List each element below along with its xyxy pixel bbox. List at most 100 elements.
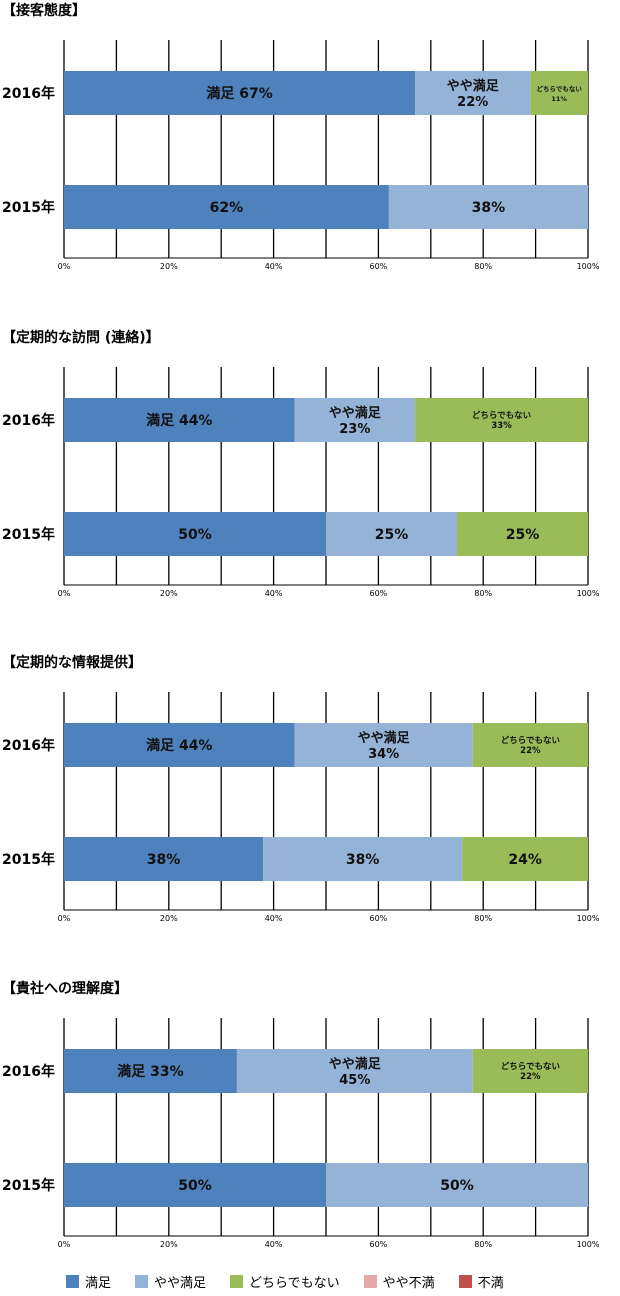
bar-segment <box>64 723 295 767</box>
x-tick-label: 100% <box>577 262 600 271</box>
chart-title: 【定期的な訪問 (連絡)】 <box>2 330 160 346</box>
legend-item: 不満 <box>458 1272 504 1291</box>
legend-label: どちらでもない <box>249 1275 340 1291</box>
data-label: 33% <box>491 421 512 431</box>
x-tick-label: 40% <box>265 914 283 923</box>
category-label: 2016年 <box>2 737 55 754</box>
legend-item: どちらでもない <box>230 1272 340 1291</box>
x-tick-label: 20% <box>160 914 178 923</box>
data-label: 50% <box>178 1178 212 1194</box>
x-tick-label: 80% <box>474 914 492 923</box>
chart-panel: 【定期的な情報提供】 0% 20% 40% 60% 80% 100% 2016年 満足 44% や… <box>0 652 620 942</box>
data-label: 50% <box>440 1178 474 1194</box>
chart-title: 【貴社への理解度】 <box>2 981 128 997</box>
chart-panel: 【定期的な訪問 (連絡)】 0% 20% 40% 60% 80% 100% 2016年 満足 4… <box>0 327 620 617</box>
category-label: 2016年 <box>2 412 55 429</box>
data-label: 満足 44% <box>146 412 212 429</box>
category-label: 2015年 <box>2 526 55 543</box>
legend-item: やや不満 <box>363 1272 435 1291</box>
bar-segment <box>415 398 588 442</box>
legend-swatch <box>458 1274 472 1288</box>
x-tick-label: 0% <box>58 914 71 923</box>
data-label: 22% <box>520 1072 541 1082</box>
data-label: 34% <box>368 747 399 762</box>
category-label: 2015年 <box>2 199 55 216</box>
bar-segment <box>472 723 588 767</box>
x-tick-label: 0% <box>58 589 71 598</box>
data-label: やや満足 <box>358 730 411 746</box>
legend-label: やや不満 <box>382 1275 435 1291</box>
bar-segment <box>263 837 463 881</box>
legend: 満足 やや満足 どちらでもない やや不満 不満 <box>66 1271 504 1291</box>
x-tick-label: 80% <box>474 589 492 598</box>
x-tick-label: 0% <box>58 262 71 271</box>
category-label: 2016年 <box>2 1063 55 1080</box>
bar-segment <box>472 1049 588 1093</box>
data-label: どちらでもない <box>501 735 560 746</box>
legend-swatch <box>230 1274 244 1288</box>
bar-segment <box>64 185 389 229</box>
bar-segment <box>64 512 326 556</box>
legend-swatch <box>135 1274 149 1288</box>
bar-segment <box>64 71 416 115</box>
data-label: やや満足 <box>329 1056 382 1072</box>
data-label: 満足 33% <box>117 1063 183 1080</box>
legend-label: 満足 <box>85 1275 112 1291</box>
bar-segment <box>236 1049 473 1093</box>
chart-title: 【接客態度】 <box>2 3 86 19</box>
legend-item: 満足 <box>66 1272 111 1291</box>
x-tick-label: 20% <box>160 589 178 598</box>
x-tick-label: 60% <box>370 262 388 271</box>
x-tick-label: 20% <box>160 262 178 271</box>
bar-segment <box>64 837 264 881</box>
data-label: 24% <box>508 852 542 868</box>
category-label: 2015年 <box>2 851 55 868</box>
data-label: 満足 67% <box>206 85 272 102</box>
x-tick-label: 60% <box>370 1240 388 1249</box>
data-label: 25% <box>375 527 409 543</box>
legend-swatch <box>66 1274 79 1288</box>
chart-panel: 【貴社への理解度】 0% 20% 40% 60% 80% 100% 2016年 満足 33% やや… <box>0 978 620 1268</box>
x-tick-label: 40% <box>265 1240 283 1249</box>
data-label: 11% <box>551 95 567 103</box>
chart-panel: 【接客態度】 0% 20% 40% 60% 80% 100% 2016年 満足 67% やや満足 2… <box>0 0 620 290</box>
category-label: 2016年 <box>2 85 55 102</box>
legend-label: 不満 <box>477 1275 504 1291</box>
x-tick-label: 40% <box>265 262 283 271</box>
bar-segment <box>64 1163 326 1207</box>
data-label: 50% <box>178 527 212 543</box>
x-tick-label: 60% <box>370 589 388 598</box>
legend-label: やや満足 <box>154 1275 207 1291</box>
bar-segment <box>388 185 588 229</box>
x-tick-label: 40% <box>265 589 283 598</box>
bar-segment <box>294 723 473 767</box>
bar-segment <box>415 71 531 115</box>
x-tick-label: 0% <box>58 1240 71 1249</box>
category-label: 2015年 <box>2 1177 55 1194</box>
x-tick-label: 60% <box>370 914 388 923</box>
data-label: 22% <box>457 95 488 110</box>
data-label: 45% <box>339 1073 370 1088</box>
bar-segment <box>64 1049 237 1093</box>
data-label: 38% <box>346 852 380 868</box>
legend-swatch <box>363 1274 377 1288</box>
data-label: やや満足 <box>329 405 382 421</box>
data-label: 22% <box>520 746 541 756</box>
chart-title: 【定期的な情報提供】 <box>2 655 142 671</box>
legend-item: やや満足 <box>135 1272 206 1291</box>
x-tick-label: 80% <box>474 262 492 271</box>
bar-segment <box>457 512 588 556</box>
data-label: 満足 44% <box>146 737 212 754</box>
data-label: 62% <box>210 200 244 216</box>
x-tick-label: 100% <box>577 914 600 923</box>
bar-segment <box>326 512 457 556</box>
bar-segment <box>530 71 588 115</box>
data-label: やや満足 <box>447 78 500 94</box>
x-tick-label: 80% <box>474 1240 492 1249</box>
data-label: 23% <box>339 422 370 437</box>
data-label: 25% <box>506 527 540 543</box>
